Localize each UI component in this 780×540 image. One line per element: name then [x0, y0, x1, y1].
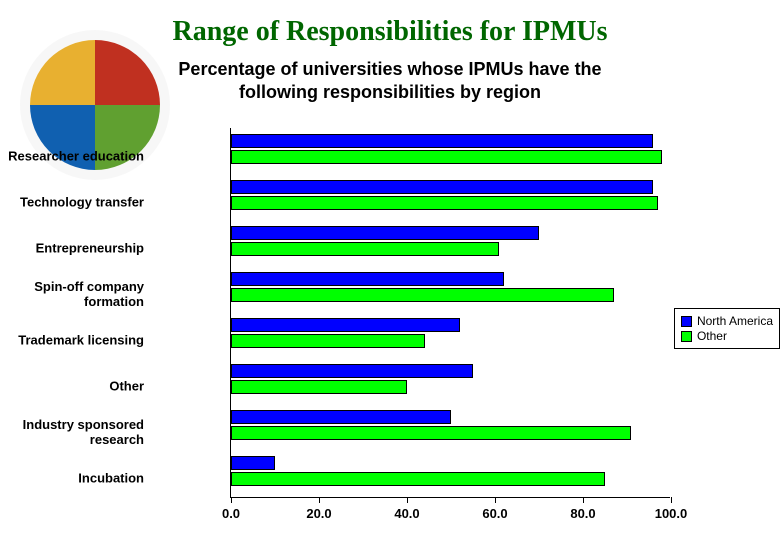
legend-swatch — [681, 331, 692, 342]
category-label: Incubation — [0, 472, 144, 487]
x-tick-label: 40.0 — [394, 506, 419, 521]
x-tick-label: 80.0 — [570, 506, 595, 521]
plot-area: 0.020.040.060.080.0100.0Researcher educa… — [230, 128, 670, 498]
legend-swatch — [681, 316, 692, 327]
bar-chart: 0.0 20.0 40.0 60.0 80.0 100.0 Researcher educa… — [30, 128, 750, 528]
category-group: Other — [231, 364, 670, 410]
category-group: Entrepreneurship — [231, 226, 670, 272]
bar — [231, 226, 539, 240]
category-label: Industry sponsoredresearch — [0, 418, 144, 448]
x-tick-label: 60.0 — [482, 506, 507, 521]
category-label: Researcher education — [0, 150, 144, 165]
bar — [231, 134, 653, 148]
category-label: Technology transfer — [0, 196, 144, 211]
legend-label: North America — [697, 314, 773, 328]
bar — [231, 456, 275, 470]
chart-subtitle: Percentage of universities whose IPMUs h… — [0, 58, 780, 103]
category-group: Trademark licensing — [231, 318, 670, 364]
bar — [231, 272, 504, 286]
legend: North AmericaOther — [674, 308, 780, 349]
bar — [231, 410, 451, 424]
bar — [231, 180, 653, 194]
bar — [231, 364, 473, 378]
x-tick-label: 20.0 — [306, 506, 331, 521]
bar — [231, 318, 460, 332]
bar — [231, 196, 658, 210]
category-group: Incubation — [231, 456, 670, 502]
bar — [231, 288, 614, 302]
bar — [231, 472, 605, 486]
x-tick-label: 100.0 — [655, 506, 688, 521]
legend-item: North America — [681, 314, 773, 328]
bar — [231, 242, 499, 256]
category-label: Trademark licensing — [0, 334, 144, 349]
x-tick — [671, 497, 672, 503]
category-group: Technology transfer — [231, 180, 670, 226]
legend-item: Other — [681, 329, 773, 343]
bar — [231, 426, 631, 440]
x-tick-label: 0.0 — [222, 506, 240, 521]
bar — [231, 334, 425, 348]
category-label: Other — [0, 380, 144, 395]
bar — [231, 380, 407, 394]
page-title: Range of Responsibilities for IPMUs — [0, 16, 780, 48]
bar — [231, 150, 662, 164]
category-group: Spin-off companyformation — [231, 272, 670, 318]
category-label: Entrepreneurship — [0, 242, 144, 257]
legend-label: Other — [697, 329, 727, 343]
category-group: Researcher education — [231, 134, 670, 180]
category-label: Spin-off companyformation — [0, 280, 144, 310]
category-group: Industry sponsoredresearch — [231, 410, 670, 456]
